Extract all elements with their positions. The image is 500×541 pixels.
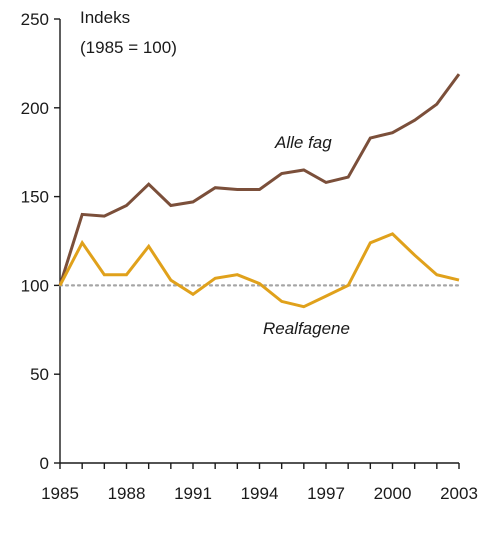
series-group xyxy=(58,73,461,309)
series-label-alle-fag: Alle fag xyxy=(274,133,332,152)
labels-group: Indeks (1985 = 100) Alle fag Realfagene xyxy=(80,8,350,338)
chart-title: Indeks xyxy=(80,8,130,27)
series-line-realfagene xyxy=(58,232,460,309)
x-tick-label: 2000 xyxy=(374,484,412,503)
y-tick-label: 200 xyxy=(21,99,49,118)
x-tick-label: 1988 xyxy=(108,484,146,503)
x-tick-label: 1991 xyxy=(174,484,212,503)
x-tick-label: 1997 xyxy=(307,484,345,503)
y-tick-label: 100 xyxy=(21,276,49,295)
y-tick-label: 50 xyxy=(30,365,49,384)
axes: 0 50 100 150 200 250 1985 1988 1991 1994 1997 2000 2… xyxy=(21,10,478,503)
y-tick-label: 0 xyxy=(40,454,49,473)
y-tick-label: 250 xyxy=(21,10,49,29)
series-line-alle-fag xyxy=(58,73,461,286)
x-tick-label: 2003 xyxy=(440,484,478,503)
x-tick-label: 1985 xyxy=(41,484,79,503)
x-tick-label: 1994 xyxy=(241,484,279,503)
series-label-realfagene: Realfagene xyxy=(263,319,350,338)
chart-subtitle: (1985 = 100) xyxy=(80,38,177,57)
y-tick-label: 150 xyxy=(21,188,49,207)
